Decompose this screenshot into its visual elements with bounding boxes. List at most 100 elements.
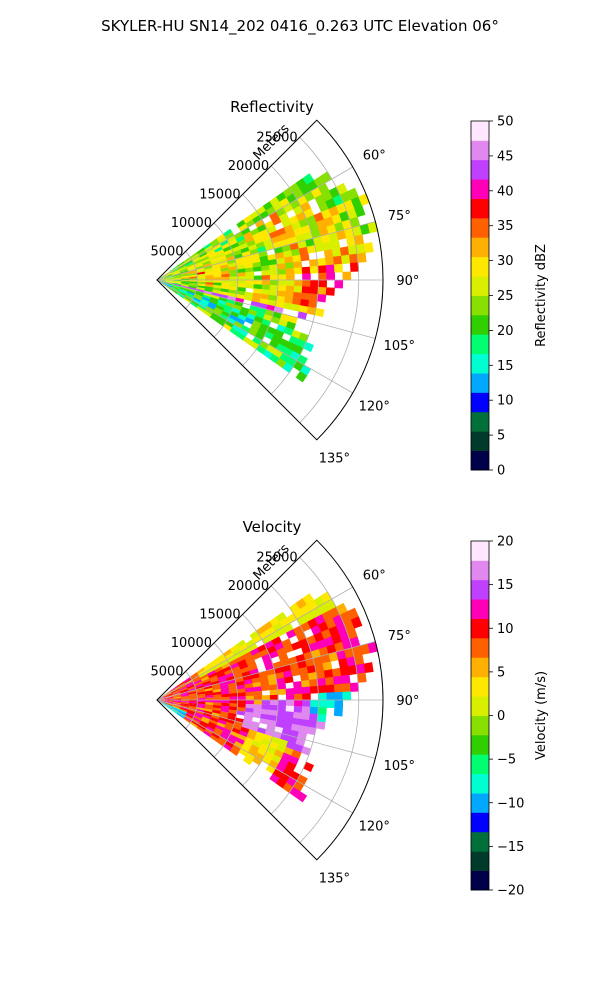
data-cell: [259, 630, 270, 640]
data-cell: [243, 295, 253, 302]
data-cell: [282, 623, 294, 634]
data-cell: [300, 201, 312, 212]
azimuth-spoke: [156, 586, 353, 701]
data-cell: [191, 253, 200, 260]
data-cell: [184, 294, 194, 301]
data-cell: [318, 646, 330, 657]
data-cell: [228, 314, 238, 322]
data-cell: [336, 229, 347, 241]
data-cell: [191, 673, 200, 680]
colorbar-segment: [471, 793, 489, 813]
colorbar-segment: [471, 579, 489, 600]
data-cell: [183, 256, 192, 263]
data-cell: [250, 744, 260, 753]
data-cell: [187, 686, 196, 691]
data-cell: [297, 240, 308, 249]
data-cell: [246, 239, 257, 247]
data-cell: [229, 706, 238, 711]
data-cell: [227, 262, 237, 268]
data-cell: [244, 317, 255, 325]
range-tick-label: 15000: [199, 607, 240, 622]
azimuth-tick-label: 60°: [363, 569, 386, 584]
data-cell: [212, 289, 222, 295]
data-cell: [233, 651, 244, 660]
azimuth-tick-label: 135°: [319, 871, 350, 886]
data-cell: [277, 683, 287, 690]
data-cell: [266, 326, 277, 335]
colorbar-tick-label: 0: [497, 709, 505, 724]
data-cell: [263, 314, 273, 322]
data-cell: [216, 739, 226, 747]
data-cell: [180, 704, 190, 708]
data-cell: [203, 662, 212, 670]
range-tick-label: 25000: [256, 550, 297, 565]
data-cell: [236, 264, 246, 270]
data-cell: [244, 235, 255, 244]
data-cell: [261, 280, 271, 286]
data-cell: [261, 695, 271, 701]
data-cell: [164, 274, 173, 278]
data-cell: [184, 714, 194, 721]
data-cell: [191, 300, 200, 307]
data-cell: [212, 243, 222, 251]
data-cell: [317, 294, 327, 303]
data-cell: [269, 684, 279, 691]
data-cell: [184, 258, 193, 264]
data-cell: [164, 697, 174, 699]
colorbar-label: Reflectivity dBZ: [534, 244, 549, 347]
data-cell: [231, 647, 242, 656]
data-cell: [259, 255, 269, 262]
data-cell: [253, 686, 262, 692]
data-cell: [346, 208, 358, 220]
data-cell: [221, 270, 230, 275]
data-cell: [295, 653, 306, 663]
data-cell: [210, 257, 220, 264]
data-cell: [252, 336, 263, 346]
data-cell: [272, 201, 284, 212]
colorbar-segment: [471, 314, 489, 335]
data-cell: [301, 746, 312, 756]
data-cell: [350, 616, 363, 629]
data-cell: [194, 293, 203, 299]
data-cell: [234, 673, 244, 680]
data-cell: [187, 708, 197, 713]
data-cell: [173, 697, 182, 700]
data-cell: [222, 245, 233, 253]
colorbar-tick-label: −20: [497, 884, 524, 899]
data-cell: [204, 728, 214, 736]
data-cell: [200, 255, 210, 262]
data-cell: [347, 607, 359, 620]
data-cell: [264, 751, 275, 761]
data-cell: [179, 268, 189, 273]
data-cell: [194, 292, 204, 297]
data-cell: [288, 335, 300, 346]
data-cell: [219, 681, 229, 687]
data-cell: [246, 313, 257, 321]
colorbar-segment: [471, 696, 489, 716]
data-cell: [189, 696, 198, 699]
colorbar-tick-label: 35: [497, 219, 514, 234]
data-cell: [280, 313, 290, 322]
data-cell: [253, 284, 263, 290]
data-cell: [237, 238, 247, 247]
data-cell: [315, 721, 326, 730]
data-cell: [261, 653, 272, 662]
data-cell: [328, 205, 340, 217]
data-cell: [293, 681, 303, 689]
data-cell: [165, 700, 174, 703]
data-cell: [213, 284, 222, 289]
data-cell: [328, 231, 339, 242]
data-cell: [186, 262, 195, 268]
data-cell: [351, 645, 363, 657]
data-cell: [252, 214, 263, 224]
data-cell: [318, 272, 327, 281]
data-cell: [344, 647, 355, 659]
data-cell: [164, 277, 174, 279]
data-cell: [355, 243, 366, 254]
data-cell: [172, 275, 182, 278]
data-cell: [172, 704, 181, 709]
data-cell: [165, 280, 174, 283]
data-cell: [229, 269, 238, 274]
data-cell: [252, 740, 262, 749]
data-cell: [278, 338, 290, 348]
